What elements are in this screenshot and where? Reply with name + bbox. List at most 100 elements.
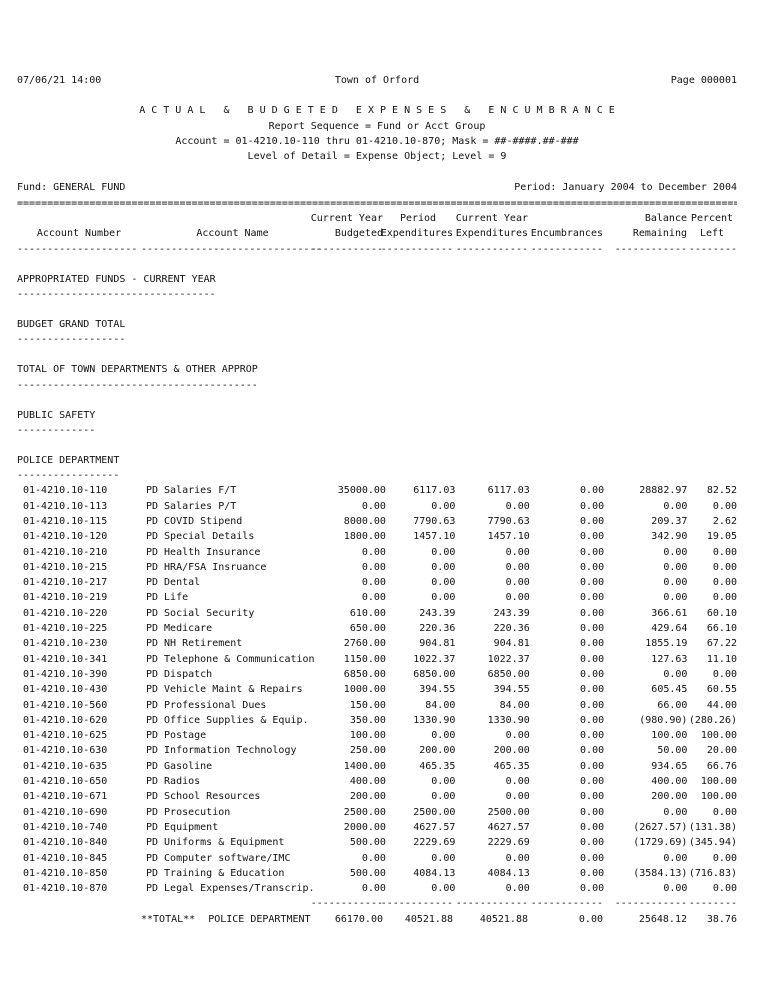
cell-encumbrances: 0.00 [580,821,605,833]
table-row: 01-4210.10-845 PD Computer software/IMC … [17,851,737,866]
subtotal-rule-row: ------------ ------------ ------------ -… [17,896,737,911]
cell-percent: 0.00 [712,561,737,573]
section-label: TOTAL OF TOWN DEPARTMENTS & OTHER APPROP [17,364,258,376]
section-heading: BUDGET GRAND TOTAL ------------------ [17,317,737,348]
cell-budgeted: 35000.00 [337,485,386,497]
section-heading: POLICE DEPARTMENT ----------------- [17,453,737,484]
cell-cy-exp: 2229.69 [487,837,530,849]
cell-budgeted: 8000.00 [343,515,386,527]
cell-encumbrances: 0.00 [580,760,605,772]
table-row: 01-4210.10-650 PD Radios 400.00 0.00 0.0… [17,774,737,789]
cell-percent: 67.22 [706,638,737,650]
col-header-period-1: Period [399,213,437,225]
cell-encumbrances: 0.00 [580,714,605,726]
cell-budgeted: 2500.00 [343,806,386,818]
cell-balance: 605.45 [651,684,688,696]
cell-percent: 100.00 [700,730,737,742]
cell-cy-exp: 394.55 [493,684,530,696]
cell-balance: 50.00 [657,745,688,757]
table-row: 01-4210.10-625 PD Postage 100.00 0.00 0.… [17,728,737,743]
col-header-percent-1: Percent [690,213,734,225]
table-row: 01-4210.10-390 PD Dispatch 6850.00 6850.… [17,667,737,682]
cell-encumbrances: 0.00 [580,776,605,788]
table-header-line2: Account Number Account Name Budgeted Exp… [17,226,737,241]
cell-account-name: PD Training & Education [145,867,285,879]
col-header-account-name: Account Name [196,228,269,240]
table-row: 01-4210.10-210 PD Health Insurance 0.00 … [17,545,737,560]
col-header-balance-1: Balance [644,213,687,225]
cell-account-number: 01-4210.10-430 [23,684,108,696]
cell-period-exp: 4084.13 [413,867,456,879]
cell-cy-exp: 200.00 [493,745,530,757]
cell-balance: (980.90) [639,714,688,726]
cell-period-exp: 2500.00 [413,806,456,818]
separator-line: ========================================… [17,197,737,209]
cell-encumbrances: 0.00 [580,638,605,650]
cell-percent: 0.00 [712,546,737,558]
cell-cy-exp: 1330.90 [487,714,530,726]
cell-period-exp: 465.35 [419,760,456,772]
cell-percent: (716.83) [688,867,737,879]
cell-cy-exp: 465.35 [493,760,530,772]
cell-encumbrances: 0.00 [580,852,605,864]
cell-budgeted: 0.00 [361,500,386,512]
cell-budgeted: 1400.00 [343,760,386,772]
cell-budgeted: 1150.00 [343,653,386,665]
total-percent: 38.76 [706,913,737,925]
cell-encumbrances: 0.00 [580,684,605,696]
cell-period-exp: 6117.03 [413,485,456,497]
cell-period-exp: 0.00 [431,776,456,788]
cell-period-exp: 0.00 [431,730,456,742]
cell-encumbrances: 0.00 [580,500,605,512]
section-list: APPROPRIATED FUNDS - CURRENT YEAR ------… [17,272,737,484]
cell-percent: 0.00 [712,806,737,818]
cell-account-name: PD Dispatch [145,668,213,680]
cell-balance: 209.37 [651,515,688,527]
cell-period-exp: 4627.57 [413,821,456,833]
cell-account-name: PD Uniforms & Equipment [145,837,285,849]
cell-encumbrances: 0.00 [580,837,605,849]
cell-budgeted: 6850.00 [343,668,386,680]
cell-account-number: 01-4210.10-220 [23,607,108,619]
cell-encumbrances: 0.00 [580,806,605,818]
cell-account-number: 01-4210.10-215 [23,561,108,573]
cell-account-name: PD Special Details [145,531,255,543]
cell-encumbrances: 0.00 [580,745,605,757]
underline-budgeted: ------------ [310,243,383,255]
table-header-underline: -------------------- -------------------… [17,242,737,257]
cell-cy-exp: 0.00 [505,776,530,788]
cell-period-exp: 1022.37 [413,653,456,665]
cell-cy-exp: 0.00 [505,852,530,864]
cell-account-number: 01-4210.10-690 [23,806,108,818]
cell-budgeted: 0.00 [361,561,386,573]
cell-balance: 0.00 [663,561,688,573]
report-content: 07/06/21 14:00 Town of Orford Page 00000… [17,0,737,927]
table-row: 01-4210.10-110 PD Salaries F/T 35000.00 … [17,483,737,498]
cell-percent: 0.00 [712,500,737,512]
cell-percent: 0.00 [712,668,737,680]
cell-balance: 0.00 [663,546,688,558]
cell-percent: 2.62 [712,515,737,527]
cell-balance: 100.00 [651,730,688,742]
section-underline: ----------------- [17,470,120,482]
cell-account-number: 01-4210.10-630 [23,745,108,757]
cell-account-number: 01-4210.10-113 [23,500,108,512]
cell-percent: 82.52 [706,485,737,497]
cell-cy-exp: 6850.00 [487,668,530,680]
col-header-cy-exp-2: Expenditures [455,228,528,240]
report-title-block: A C T U A L & B U D G E T E D E X P E N … [17,103,737,164]
cell-account-number: 01-4210.10-219 [23,592,108,604]
cell-balance: 366.61 [651,607,688,619]
cell-account-name: PD Legal Expenses/Transcrip. [145,883,315,895]
report-title: A C T U A L & B U D G E T E D E X P E N … [139,105,615,117]
section-underline: ------------------ [17,334,126,346]
cell-balance: 127.63 [651,653,688,665]
cell-balance: (1729.69) [633,837,688,849]
total-balance: 25648.12 [638,913,687,925]
cell-budgeted: 100.00 [349,730,386,742]
cell-account-number: 01-4210.10-870 [23,883,108,895]
cell-budgeted: 1800.00 [343,531,386,543]
cell-account-name: PD Postage [145,730,207,742]
total-encumbrances: 0.00 [578,913,603,925]
table-row: 01-4210.10-215 PD HRA/FSA Insruance 0.00… [17,560,737,575]
